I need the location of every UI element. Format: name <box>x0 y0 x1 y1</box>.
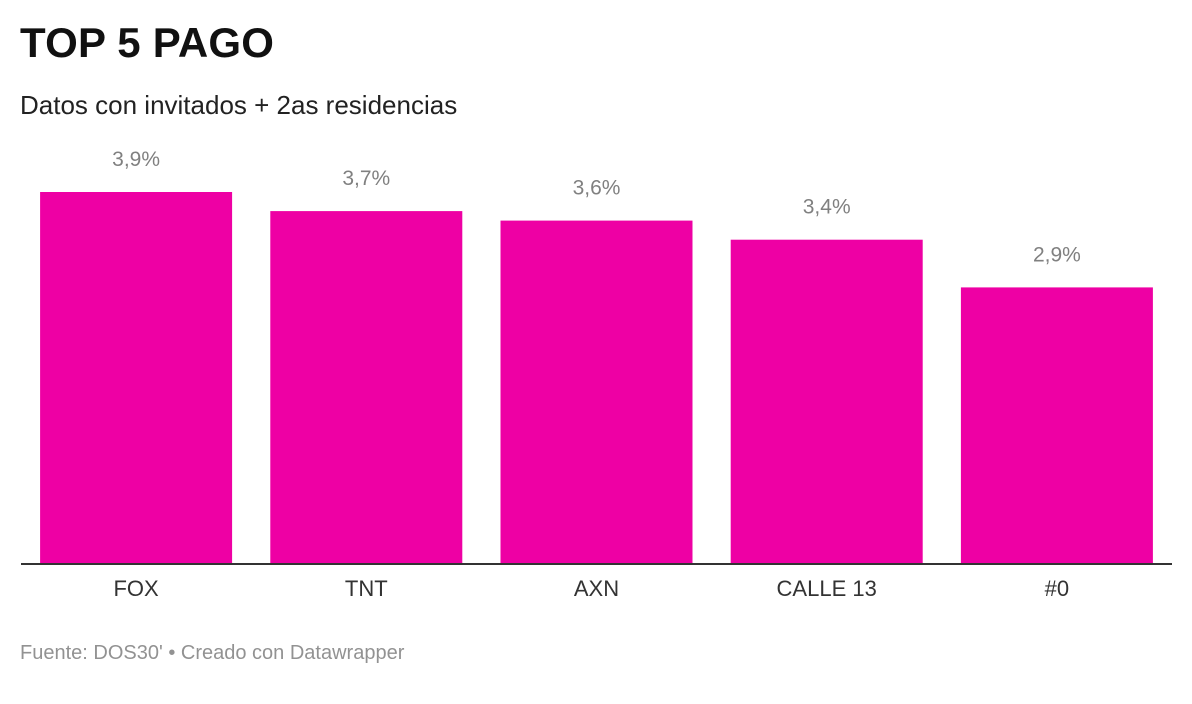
bar-axn <box>500 220 693 564</box>
category-label: FOX <box>113 576 159 601</box>
chart-title: TOP 5 PAGO <box>20 19 275 66</box>
value-label: 3,7% <box>342 167 390 190</box>
category-label: AXN <box>574 576 619 601</box>
value-label: 2,9% <box>1033 243 1081 266</box>
value-label: 3,9% <box>112 148 160 171</box>
bars-group <box>40 192 1153 564</box>
chart-subtitle: Datos con invitados + 2as residencias <box>20 90 458 120</box>
category-label: CALLE 13 <box>777 576 877 601</box>
value-label: 3,6% <box>573 177 621 200</box>
bar-calle-13 <box>730 239 923 564</box>
value-label: 3,4% <box>803 196 851 219</box>
source-note: Fuente: DOS30' • Creado con Datawrapper <box>20 642 405 664</box>
bar-fox <box>40 192 233 564</box>
labels-group: 3,9% FOX 3,7% TNT 3,6% AXN 3,4% CALLE 13 2,9% #0 <box>112 148 1081 601</box>
category-label: TNT <box>345 576 388 601</box>
category-label: #0 <box>1045 576 1069 601</box>
bar-tnt <box>270 211 463 564</box>
bar-0 <box>960 287 1153 564</box>
